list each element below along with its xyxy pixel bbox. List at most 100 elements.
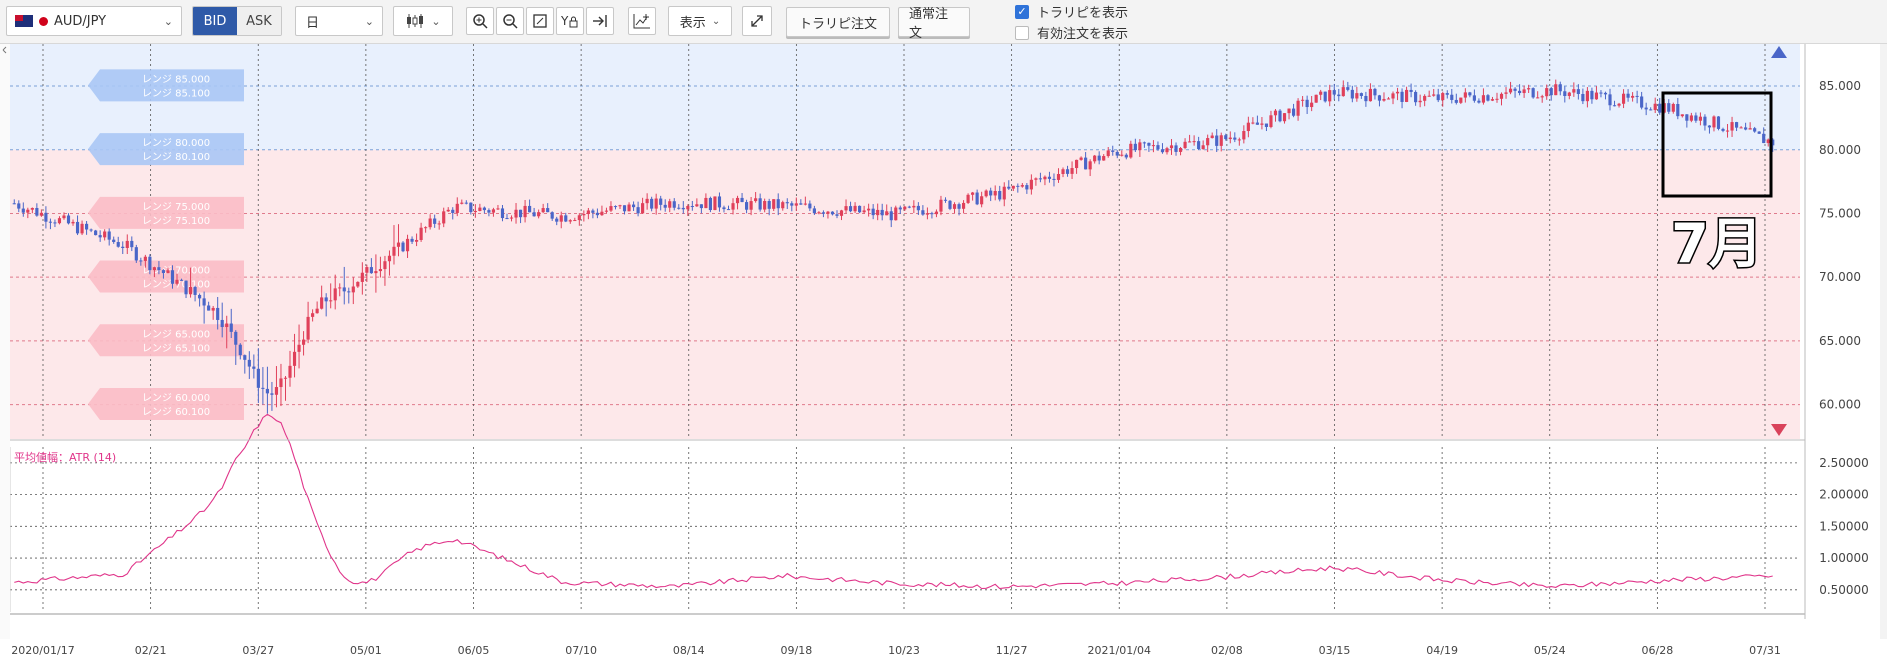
candle — [107, 228, 111, 246]
candle — [722, 205, 726, 213]
scroll-up-icon[interactable] — [1771, 46, 1787, 58]
candle — [853, 202, 857, 213]
candle — [934, 209, 939, 218]
candlestick-icon — [407, 14, 424, 28]
candle-body — [365, 267, 369, 273]
candle — [279, 363, 283, 407]
candle — [586, 207, 590, 220]
jump-to-latest-button[interactable] — [586, 7, 614, 35]
show-active-orders-checkbox[interactable]: 有効注文を表示 — [1015, 23, 1128, 42]
candle-body — [821, 212, 826, 214]
candle-body — [546, 208, 550, 213]
candle — [405, 234, 410, 258]
candle — [1084, 152, 1088, 170]
price-chart-area[interactable]: レンジ 85.000 レンジ 85.100 レンジ 80.000 レンジ 80.100… — [0, 44, 1887, 661]
chart-type-select[interactable]: ⌄ — [393, 6, 453, 36]
symbol-select[interactable]: AUD/JPY ⌄ — [6, 6, 182, 36]
candle — [912, 200, 916, 214]
candle — [1508, 81, 1513, 95]
range-label-tag[interactable]: レンジ 70.000 レンジ 70.100 — [88, 260, 244, 293]
fullscreen-button[interactable] — [742, 6, 772, 36]
candle-body — [360, 272, 364, 282]
candle — [858, 205, 862, 214]
range-label-tag[interactable]: レンジ 60.000 レンジ 60.100 — [88, 387, 244, 420]
candle — [867, 203, 871, 217]
candle-body — [1581, 93, 1585, 102]
candle-body — [980, 196, 984, 205]
candle — [1260, 117, 1264, 130]
candle — [1495, 92, 1499, 103]
candle-body — [338, 287, 342, 289]
candle-body — [636, 207, 640, 214]
candle — [170, 265, 175, 289]
candle — [39, 209, 43, 217]
normal-order-button[interactable]: 通常注文 — [898, 7, 970, 41]
timeframe-select[interactable]: 日 ⌄ — [295, 6, 383, 36]
candle-body — [464, 202, 468, 204]
candle — [1540, 94, 1544, 103]
candle-body — [939, 199, 943, 212]
candle — [686, 204, 690, 216]
candle — [1332, 83, 1336, 100]
candle-body — [1572, 89, 1576, 93]
candle — [306, 301, 310, 344]
fit-button[interactable] — [526, 7, 554, 35]
candle — [89, 228, 93, 233]
candle-body — [1016, 185, 1020, 187]
candle-body — [1712, 116, 1716, 128]
candle — [1725, 123, 1730, 138]
candle — [1513, 87, 1517, 98]
range-label-tag[interactable]: レンジ 75.000 レンジ 75.100 — [88, 196, 244, 229]
price-tick-label: 85.000 — [1819, 79, 1861, 93]
candle — [1712, 115, 1716, 132]
candle — [179, 278, 184, 281]
range-label-tag[interactable]: レンジ 65.000 レンジ 65.100 — [88, 324, 244, 357]
candle — [469, 202, 473, 215]
candle-body — [550, 212, 554, 219]
expand-left-icon[interactable] — [2, 46, 7, 54]
candle — [564, 212, 568, 223]
range-label-lower: レンジ 75.100 — [142, 216, 210, 227]
candle — [1576, 84, 1580, 100]
candle-body — [1011, 185, 1015, 189]
scroll-down-icon[interactable] — [1771, 424, 1787, 436]
zoom-in-button[interactable] — [466, 7, 494, 35]
candle-body — [320, 297, 324, 309]
show-trarepi-checkbox[interactable]: ✓ トラリピを表示 — [1015, 2, 1128, 21]
display-menu-button[interactable]: 表示 ⌄ — [668, 6, 732, 36]
candle-body — [641, 203, 645, 214]
candle-body — [803, 203, 807, 205]
price-tick-label: 75.000 — [1819, 206, 1861, 220]
candle — [1337, 88, 1341, 102]
ask-button[interactable]: ASK — [237, 7, 281, 35]
add-indicator-button[interactable] — [628, 7, 656, 35]
candle — [1359, 92, 1363, 99]
candle — [668, 198, 672, 213]
candle — [12, 199, 16, 205]
candle — [1414, 90, 1418, 106]
candle — [1658, 97, 1662, 115]
candle — [21, 202, 25, 217]
candle — [1355, 86, 1359, 102]
candle-body — [1603, 92, 1608, 95]
candle-body — [315, 308, 319, 314]
zoom-out-button[interactable] — [496, 7, 524, 35]
candle-body — [1359, 93, 1363, 96]
candle-body — [528, 205, 532, 213]
y-axis-lock-button[interactable]: Y — [556, 7, 584, 35]
candle-body — [1621, 93, 1626, 104]
candle-body — [717, 196, 722, 208]
right-scrollbar[interactable] — [1880, 44, 1887, 639]
candle-body — [1531, 88, 1535, 98]
candle — [514, 203, 518, 224]
trarepi-order-button[interactable]: トラリピ注文 — [786, 7, 890, 37]
bid-button[interactable]: BID — [193, 7, 237, 35]
candle — [48, 218, 53, 230]
range-label-tag[interactable]: レンジ 85.000 レンジ 85.100 — [88, 69, 244, 102]
candle-body — [645, 198, 649, 204]
candle — [754, 192, 758, 203]
range-label-tag[interactable]: レンジ 80.000 レンジ 80.100 — [88, 133, 244, 166]
candle-body — [943, 199, 948, 201]
atr-tick-label: 2.00000 — [1819, 488, 1869, 502]
candle-body — [152, 267, 156, 271]
